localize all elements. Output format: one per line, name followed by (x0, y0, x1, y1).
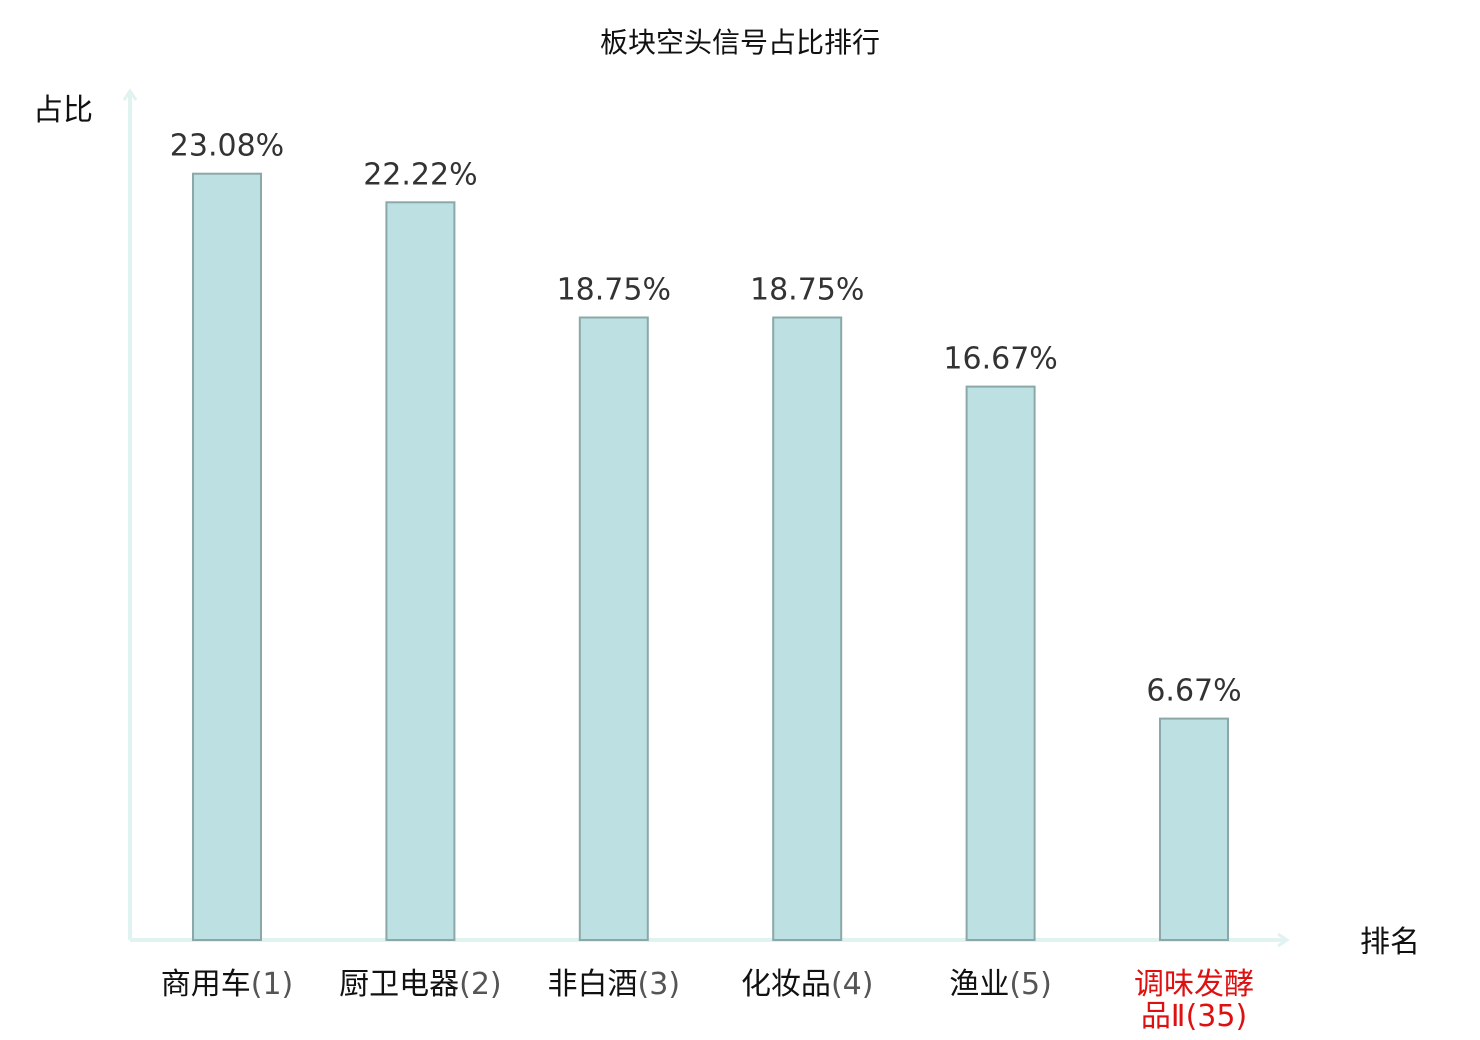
category-rank-3: (4) (831, 967, 874, 1002)
bar-4 (965, 385, 1036, 942)
chart-title: 板块空头信号占比排行 (600, 26, 880, 59)
category-name-2: 非白酒 (548, 967, 638, 1002)
bar-5 (1159, 717, 1229, 941)
value-labels-group: 23.08% 22.22% 18.75% 18.75% 16.67% 6.67% (170, 129, 1242, 709)
bar-0 (192, 172, 262, 941)
category-name-line1-5: 调味发酵 (1134, 967, 1254, 1002)
category-labels-group: 商用车(1) 厨卫电器(2) 非白酒(3) 化妆品(4) 渔业(5) 调味发酵品Ⅱ(35) (161, 967, 1254, 1034)
category-name-1: 厨卫电器 (339, 967, 459, 1002)
category-name-line2-5: 品Ⅱ (1141, 999, 1186, 1034)
category-rank-2: (3) (638, 967, 681, 1002)
x-axis-label: 排名 (1360, 925, 1420, 960)
category-label-0: 商用车(1) (161, 967, 294, 1002)
category-label-4: 渔业(5) (949, 967, 1052, 1002)
category-rank-5: (35) (1186, 999, 1248, 1034)
category-label-3: 化妆品(4) (741, 967, 874, 1002)
value-label-0: 23.08% (170, 129, 284, 164)
value-label-3: 18.75% (750, 273, 864, 308)
category-label-1: 厨卫电器(2) (339, 967, 502, 1002)
category-rank-0: (1) (251, 967, 294, 1002)
category-label-5: 调味发酵品Ⅱ(35) (1134, 967, 1254, 1034)
value-label-5: 6.67% (1146, 674, 1241, 709)
category-label-2: 非白酒(3) (548, 967, 681, 1002)
y-axis-label: 占比 (33, 93, 93, 128)
value-label-2: 18.75% (557, 273, 671, 308)
category-name-3: 化妆品 (741, 967, 831, 1002)
category-rank-4: (5) (1009, 967, 1052, 1002)
bars-group (192, 172, 1229, 942)
bar-3 (772, 316, 843, 941)
value-label-4: 16.67% (943, 342, 1057, 377)
bar-1 (385, 201, 456, 942)
category-name-0: 商用车 (161, 967, 251, 1002)
value-label-1: 22.22% (363, 157, 477, 192)
category-name-4: 渔业 (949, 967, 1009, 1002)
category-rank-1: (2) (459, 967, 502, 1002)
bar-2 (578, 316, 649, 941)
